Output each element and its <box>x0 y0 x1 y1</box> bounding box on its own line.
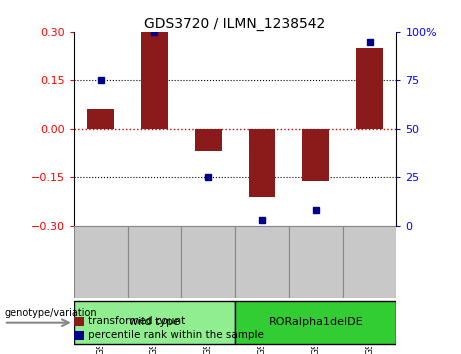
Title: GDS3720 / ILMN_1238542: GDS3720 / ILMN_1238542 <box>144 17 326 31</box>
Bar <box>87 109 114 129</box>
Bar <box>248 129 275 197</box>
Text: wild type: wild type <box>129 317 180 327</box>
Bar <box>302 129 329 181</box>
Bar <box>235 301 396 344</box>
Text: genotype/variation: genotype/variation <box>5 308 97 318</box>
Bar <box>356 48 383 129</box>
Text: RORalpha1delDE: RORalpha1delDE <box>268 317 363 327</box>
Bar <box>343 226 396 298</box>
Bar <box>181 226 235 298</box>
Bar <box>74 301 235 344</box>
Bar <box>128 226 181 298</box>
Bar <box>235 226 289 298</box>
Text: transformed count: transformed count <box>88 316 185 326</box>
Bar <box>74 226 128 298</box>
Bar <box>289 226 343 298</box>
Bar <box>195 129 222 152</box>
Text: percentile rank within the sample: percentile rank within the sample <box>88 330 264 340</box>
Bar <box>141 32 168 129</box>
